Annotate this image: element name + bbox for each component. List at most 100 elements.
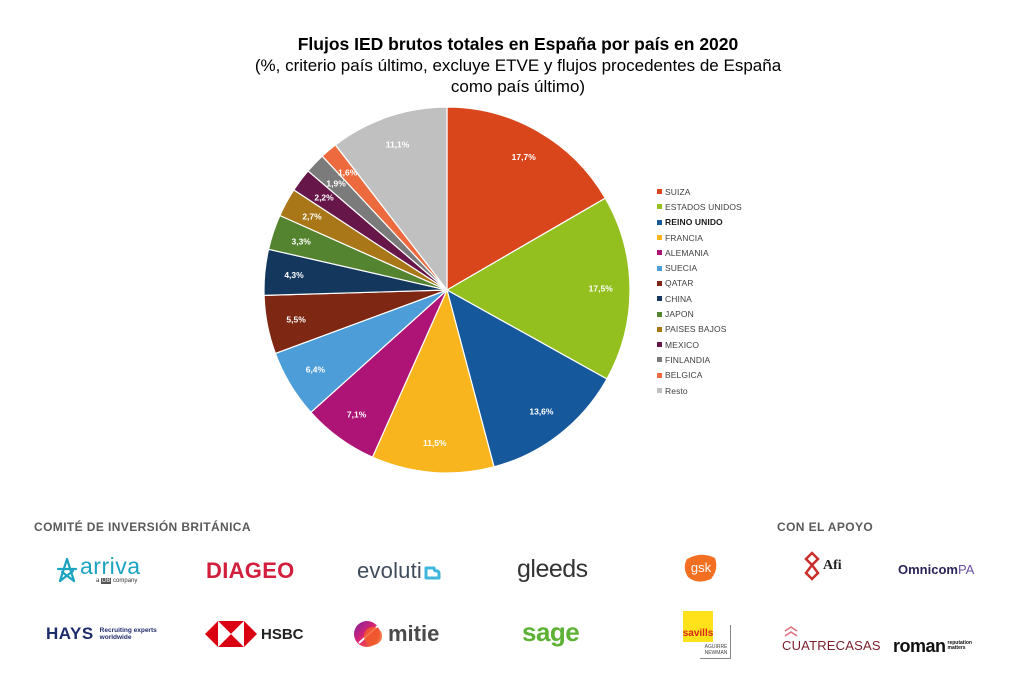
pie-label-suecia: 6,4% [306,364,326,374]
arriva-star-icon [56,557,78,583]
legend-item-francia: FRANCIA [657,230,742,245]
afi-knot-icon [804,551,820,581]
pie-label-belgica: 1,6% [338,168,358,178]
legend-item-suecia: SUECIA [657,260,742,275]
cuatrecasas-logo: CUATRECASAS [782,626,881,653]
legend-swatch [657,204,662,210]
legend-item-paises-bajos: PAISES BAJOS [657,322,742,337]
legend-label: ESTADOS UNIDOS [665,201,742,212]
legend-item-belgica: BELGICA [657,368,742,383]
sage-logo: sage [522,617,580,648]
gsk-wordmark: gsk [691,560,712,575]
pie-slice-resto [334,106,448,292]
pie-label-estados-unidos: 17,5% [589,284,614,294]
chart-legend: SUIZA ESTADOS UNIDOS REINO UNIDO FRANCIA ALE… [657,184,742,398]
hsbc-logo: HSBC [205,621,304,647]
hays-wordmark: HAYS [46,624,94,643]
legend-label: ALEMANIA [665,247,709,258]
legend-swatch [657,219,662,225]
evolutio-cloud-icon [424,566,441,580]
legend-label: MEXICO [665,339,700,350]
pie-label-mexico: 2,2% [314,193,334,203]
legend-swatch [657,388,662,393]
pie-chart: 17,7% 17,5% 13,6% 11,5% 7,1% 6,4% 5,5% 4,3% 3,3%… [263,106,631,474]
cuatrecasas-chevrons-icon [784,626,798,637]
pie-label-paises-bajos: 2,7% [302,211,322,221]
chart-subtitle-line-1: (%, criterio país último, excluye ETVE y… [254,56,782,75]
roman-logo: roman reputation matters [893,636,972,656]
legend-swatch [657,357,662,363]
hays-logo: HAYS Recruiting experts worldwide [46,624,157,644]
roman-wordmark: roman [893,636,946,656]
legend-label: CHINA [665,293,692,304]
hsbc-wordmark: HSBC [261,625,304,643]
chart-subtitle-line-2: como país último) [450,77,586,96]
legend-swatch [657,372,662,378]
savills-logo: savills AGUIRRE NEWMAN [683,611,733,661]
evolutio-logo: evoluti [357,558,441,584]
legend-label: PAISES BAJOS [665,324,727,335]
legend-swatch [657,296,662,302]
mitie-logo: mitie [353,619,439,649]
pie-label-china: 4,3% [284,270,304,280]
pie-label-reino-unido: 13,6% [529,406,554,416]
hsbc-hexagon-icon [205,621,257,647]
arriva-tagline: a DB company [96,578,138,584]
omnicompa-logo: Omnicom PA [898,562,974,577]
mitie-swirl-icon [354,621,382,647]
legend-label: SUECIA [665,263,698,274]
pie-label-suiza: 17,7% [512,152,537,162]
arriva-logo: arriva a DB company [56,555,141,585]
sage-wordmark: sage [522,617,580,647]
legend-item-resto: Resto [657,383,742,398]
committee-heading: COMITÉ DE INVERSIÓN BRITÁNICA [34,520,251,534]
legend-swatch [657,280,662,286]
legend-label: Resto [665,385,688,396]
pie-label-francia: 11,5% [423,438,447,448]
pie-slice-francia [371,288,495,474]
mitie-wordmark: mitie [388,621,440,646]
omnicom-wordmark: Omnicom [898,562,958,577]
legend-label: FINLANDIA [665,354,711,365]
savills-subtitle: AGUIRRE NEWMAN [704,644,728,656]
diageo-wordmark: DIAGEO [206,558,295,583]
pie-slice-estados-unidos [445,197,631,380]
pie-label-japon: 3,3% [291,236,311,246]
pie-label-alemania: 7,1% [347,409,367,419]
legend-item-suiza: SUIZA [657,184,742,199]
legend-item-finlandia: FINLANDIA [657,352,742,367]
legend-swatch [657,311,662,317]
pie-labels: 17,7% 17,5% 13,6% 11,5% 7,1% 6,4% 5,5% 4,3% 3,3%… [284,139,613,448]
legend-item-reino-unido: REINO UNIDO [657,215,742,230]
legend-swatch [657,265,662,271]
arriva-wordmark: arriva [80,553,141,579]
legend-item-japon: JAPON [657,306,742,321]
gleeds-wordmark: gleeds [517,555,588,583]
chart-title: Flujos IED brutos totales en España por … [297,34,739,54]
legend-swatch [657,250,662,256]
cuatrecasas-wordmark: CUATRECASAS [782,638,881,653]
gleeds-logo: gleeds [517,555,588,584]
pie-label-qatar: 5,5% [286,314,306,324]
legend-label: REINO UNIDO [665,217,723,228]
pie-label-resto: 11,1% [386,139,410,149]
support-heading: CON EL APOYO [777,520,874,534]
afi-logo: Afi [804,551,842,581]
diageo-logo: DIAGEO [206,558,295,584]
legend-item-china: CHINA [657,291,742,306]
chart-title-block: Flujos IED brutos totales en España por … [0,34,1024,97]
pie-slice-reino-unido [446,288,608,468]
legend-swatch [657,326,662,332]
legend-label: QATAR [665,278,694,289]
gsk-badge-icon: gsk [684,554,717,582]
legend-swatch [657,189,662,195]
afi-wordmark: Afi [823,558,842,573]
pie-slice-suiza [446,106,607,292]
legend-label: FRANCIA [665,232,704,243]
hays-tagline: Recruiting experts worldwide [99,627,157,641]
omnicom-pa-wordmark: PA [957,562,975,577]
evolutio-wordmark: evoluti [357,558,422,583]
legend-item-estados-unidos: ESTADOS UNIDOS [657,199,742,214]
legend-item-qatar: QATAR [657,276,742,291]
legend-item-mexico: MEXICO [657,337,742,352]
